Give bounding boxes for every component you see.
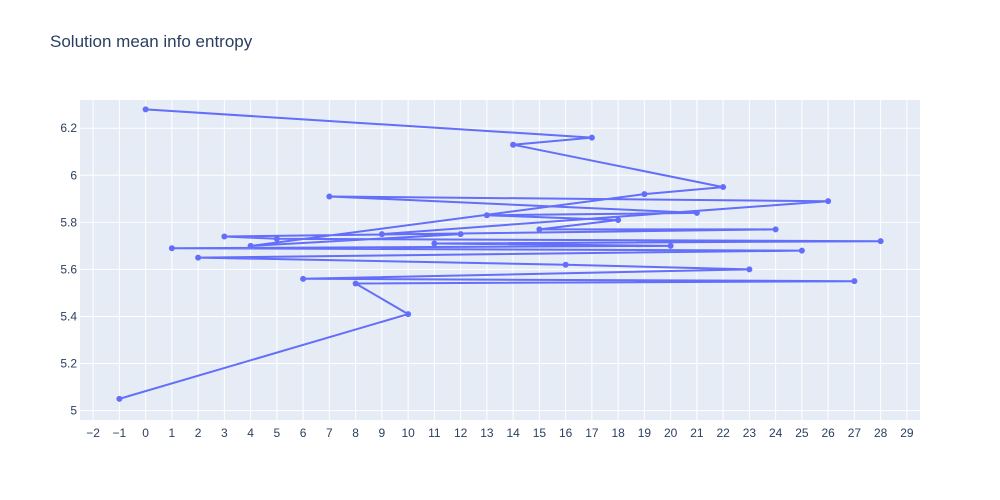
data-point[interactable]: [641, 191, 648, 198]
x-tick-label: 21: [690, 426, 704, 440]
x-tick-label: 26: [821, 426, 835, 440]
data-point[interactable]: [851, 278, 858, 285]
chart-title: Solution mean info entropy: [50, 32, 253, 51]
x-tick-label: 14: [506, 426, 520, 440]
x-tick-label: 24: [769, 426, 783, 440]
x-tick-label: 4: [247, 426, 254, 440]
data-point[interactable]: [300, 275, 307, 282]
x-tick-label: 6: [300, 426, 307, 440]
x-tick-label: −1: [113, 426, 127, 440]
data-point[interactable]: [221, 233, 228, 240]
x-tick-label: 5: [274, 426, 281, 440]
data-point[interactable]: [562, 261, 569, 268]
x-tick-label: 20: [664, 426, 678, 440]
data-point[interactable]: [273, 235, 280, 242]
y-axis-ticks: 5 5.2 5.4 5.6 5.8 6 6.2: [60, 121, 77, 417]
y-tick-label: 6: [70, 168, 77, 182]
y-tick-label: 5.2: [60, 357, 77, 371]
data-point[interactable]: [326, 193, 333, 200]
data-point[interactable]: [772, 226, 779, 233]
y-tick-label: 6.2: [60, 121, 77, 135]
data-point[interactable]: [746, 266, 753, 273]
line-layer: [119, 108, 882, 400]
x-tick-label: 22: [716, 426, 730, 440]
series-line: [119, 108, 882, 400]
x-tick-label: 19: [638, 426, 652, 440]
data-point[interactable]: [405, 311, 412, 318]
x-tick-label: 1: [169, 426, 176, 440]
x-tick-label: 12: [454, 426, 468, 440]
data-point[interactable]: [667, 242, 674, 249]
y-tick-label: 5.8: [60, 215, 77, 229]
x-tick-label: 11: [428, 426, 441, 440]
x-tick-label: 9: [379, 426, 386, 440]
x-tick-label: −2: [86, 426, 100, 440]
x-tick-label: 25: [795, 426, 809, 440]
data-point[interactable]: [798, 247, 805, 254]
data-point[interactable]: [352, 280, 359, 287]
data-point[interactable]: [247, 242, 254, 249]
data-point[interactable]: [825, 198, 832, 205]
plot-area-background: [80, 100, 920, 420]
x-tick-label: 27: [848, 426, 862, 440]
data-point[interactable]: [116, 395, 123, 402]
data-point[interactable]: [536, 226, 543, 233]
x-tick-label: 3: [221, 426, 228, 440]
x-tick-label: 8: [352, 426, 359, 440]
x-tick-label: 0: [142, 426, 149, 440]
x-axis-ticks: −2 −1 0 1 2 3 4 5 6 7 8 9 10 11 12 13 14 15 16 17 18 19 20 21 22…: [86, 426, 914, 440]
x-tick-label: 15: [533, 426, 547, 440]
x-tick-label: 10: [401, 426, 415, 440]
y-tick-label: 5.6: [60, 262, 77, 276]
data-point[interactable]: [457, 231, 464, 238]
data-point[interactable]: [877, 238, 884, 245]
y-tick-label: 5: [70, 404, 77, 418]
x-tick-label: 16: [559, 426, 573, 440]
data-point[interactable]: [195, 254, 202, 261]
data-point[interactable]: [378, 231, 385, 238]
y-tick-label: 5.4: [60, 309, 77, 323]
x-tick-label: 7: [326, 426, 333, 440]
x-tick-label: 2: [195, 426, 202, 440]
data-point[interactable]: [483, 212, 490, 219]
data-point[interactable]: [168, 245, 175, 252]
x-tick-label: 13: [480, 426, 494, 440]
data-point[interactable]: [431, 240, 438, 247]
data-point[interactable]: [720, 184, 727, 191]
data-point[interactable]: [588, 134, 595, 141]
marker-layer: [116, 106, 884, 402]
data-point[interactable]: [510, 141, 517, 148]
x-tick-label: 18: [611, 426, 625, 440]
data-point[interactable]: [615, 217, 622, 223]
x-tick-label: 17: [585, 426, 599, 440]
x-tick-label: 29: [900, 426, 914, 440]
data-point[interactable]: [693, 209, 700, 216]
data-point[interactable]: [142, 106, 149, 113]
x-tick-label: 23: [743, 426, 757, 440]
x-tick-label: 28: [874, 426, 888, 440]
